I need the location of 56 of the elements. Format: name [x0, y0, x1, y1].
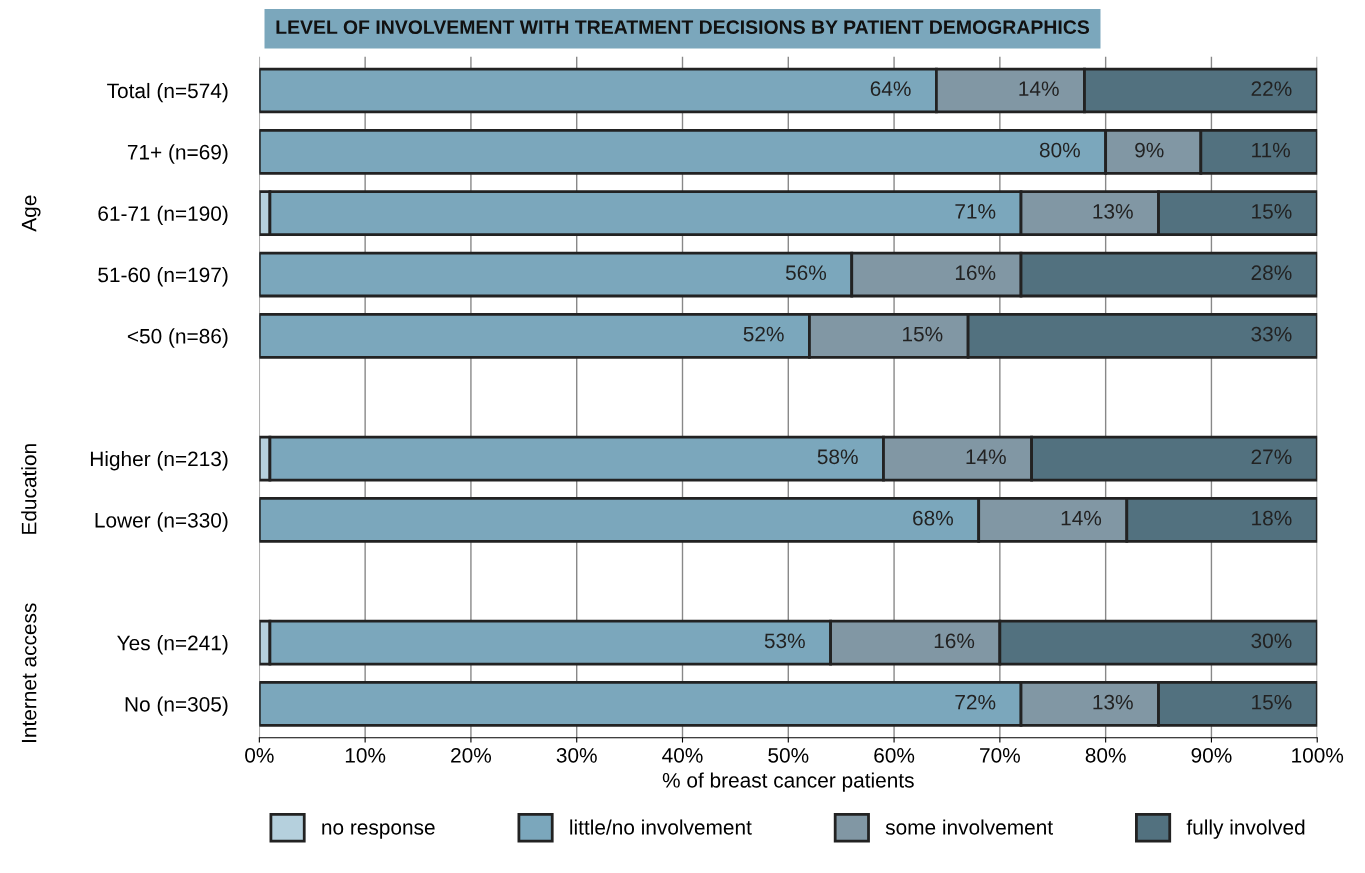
data-label: 18% [1252, 510, 1292, 526]
chart-title: LEVEL OF INVOLVEMENT WITH TREATMENT DECISIONS BY PATIENT DEMOGRAPHICS [276, 20, 1090, 35]
x-tick-label: 40% [662, 747, 703, 763]
data-label: 15% [1252, 204, 1292, 219]
data-label: 16% [955, 265, 996, 281]
data-label: 16% [934, 633, 975, 649]
y-tick-label: Yes (n=241) [117, 635, 228, 655]
y-tick-label: Total (n=574) [107, 82, 228, 103]
x-tick-label: 70% [980, 747, 1020, 763]
legend-label: some involvement [885, 819, 1053, 835]
y-tick-label: 71+ (n=69) [127, 144, 228, 164]
y-tick-label: Lower (n=330) [95, 512, 228, 532]
data-label: 72% [955, 694, 996, 710]
y-tick-label: Higher (n=213) [90, 451, 228, 471]
data-label: 27% [1251, 449, 1292, 465]
data-label: 68% [913, 510, 953, 526]
data-label: 14% [1061, 510, 1102, 526]
x-tick-label: 100% [1292, 747, 1344, 763]
data-label: 15% [1252, 694, 1292, 710]
data-label: 58% [817, 449, 858, 465]
data-label: 64% [870, 81, 911, 97]
y-tick-label: 61-71 (n=190) [98, 205, 228, 226]
data-label: 15% [903, 326, 943, 342]
legend-label: fully involved [1186, 819, 1305, 839]
data-label: 14% [966, 449, 1006, 465]
text: Internet access [21, 603, 37, 742]
y-tick-label: <50 (n=86) [127, 328, 228, 348]
y-tick-label: No (n=305) [125, 696, 228, 716]
x-tick-label: 0% [245, 747, 274, 763]
x-tick-label: 90% [1191, 747, 1232, 763]
y-tick-label: 51-60 (n=197) [98, 266, 228, 287]
data-label: 30% [1251, 633, 1292, 649]
text: Education [21, 444, 37, 534]
x-axis-title: % of breast cancer patients [662, 772, 914, 792]
data-label: 28% [1251, 265, 1292, 281]
x-tick-label: 60% [874, 747, 915, 763]
data-label: 13% [1093, 694, 1133, 710]
data-label: 13% [1093, 204, 1133, 219]
x-tick-label: 10% [345, 747, 386, 763]
legend-label: little/no involvement [570, 819, 752, 835]
data-label: 22% [1251, 81, 1292, 96]
data-label: 80% [1039, 142, 1080, 158]
data-label: 9% [1135, 142, 1164, 158]
data-label: 56% [785, 265, 827, 281]
x-tick-label: 80% [1085, 747, 1126, 763]
legend-label: no response [322, 823, 435, 839]
data-label: 71% [955, 204, 996, 219]
data-label: 11% [1252, 142, 1290, 158]
data-label: 33% [1251, 326, 1292, 342]
x-tick-label: 30% [556, 747, 597, 763]
x-tick-label: 20% [451, 747, 492, 763]
text: Age [21, 195, 41, 232]
data-label: 14% [1019, 81, 1059, 96]
data-label: 53% [764, 633, 805, 649]
data-label: 52% [743, 326, 784, 342]
x-tick-label: 50% [768, 747, 809, 763]
